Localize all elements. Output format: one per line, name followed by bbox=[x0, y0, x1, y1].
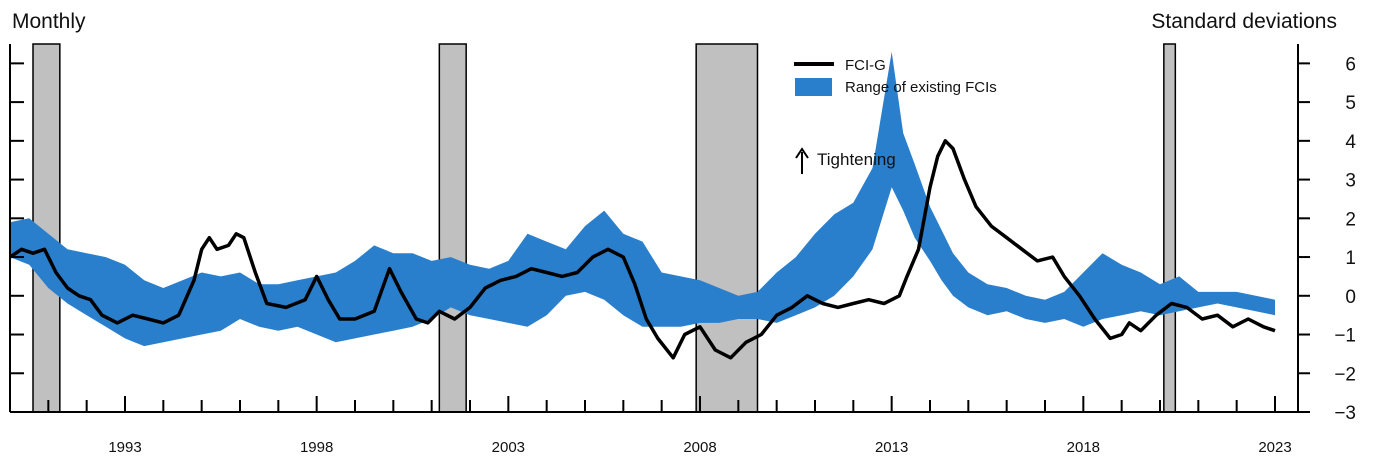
recession-shading-layer bbox=[32, 43, 1177, 413]
y-tick-label-4: 1 bbox=[1345, 248, 1356, 269]
y-tick-label-1: −2 bbox=[1334, 364, 1356, 385]
axes-layer: −3 −2 −1 0 1 2 3 4 5 6 1993 1998 2003 2008 2013 2018 202… bbox=[9, 44, 1356, 456]
y-tick-label-0: −3 bbox=[1334, 403, 1356, 424]
recession-bar-3 bbox=[1163, 43, 1177, 413]
tightening-annotation: Tightening bbox=[795, 147, 896, 174]
legend-band-swatch bbox=[795, 78, 832, 96]
legend-fci-g-label: FCI-G bbox=[845, 57, 886, 74]
y-tick-label-6: 3 bbox=[1345, 171, 1356, 192]
recession-bar-1 bbox=[438, 43, 467, 413]
y-tick-label-3: 0 bbox=[1345, 287, 1356, 308]
fci-range-band-layer bbox=[10, 51, 1275, 347]
x-tick-label-3: 2008 bbox=[683, 439, 716, 456]
x-tick-label-1: 1998 bbox=[300, 439, 333, 456]
y-tick-label-9: 6 bbox=[1345, 54, 1356, 75]
legend-band-label: Range of existing FCIs bbox=[845, 79, 997, 96]
tightening-label: Tightening bbox=[817, 150, 896, 169]
left-axis-label: Monthly bbox=[12, 10, 86, 33]
y-tick-label-7: 4 bbox=[1345, 132, 1356, 153]
right-axis-label: Standard deviations bbox=[1151, 10, 1337, 33]
recession-bar-2 bbox=[695, 43, 759, 413]
x-tick-label-0: 1993 bbox=[108, 439, 141, 456]
x-tick-label-6: 2023 bbox=[1258, 439, 1291, 456]
fci-g-line-layer bbox=[9, 139, 1276, 360]
y-tick-label-2: −1 bbox=[1334, 326, 1356, 347]
x-tick-label-4: 2013 bbox=[875, 439, 908, 456]
x-tick-label-2: 2003 bbox=[492, 439, 525, 456]
y-tick-label-8: 5 bbox=[1345, 93, 1356, 114]
arrow-head-icon bbox=[795, 147, 809, 159]
y-tick-label-5: 2 bbox=[1345, 209, 1356, 230]
fci-range-band bbox=[10, 51, 1275, 347]
legend: FCI-G Range of existing FCIs bbox=[794, 57, 997, 96]
fci-g-line bbox=[9, 139, 1276, 360]
labels-layer: Monthly Standard deviations FCI-G Range … bbox=[12, 10, 1337, 174]
x-tick-label-5: 2018 bbox=[1067, 439, 1100, 456]
